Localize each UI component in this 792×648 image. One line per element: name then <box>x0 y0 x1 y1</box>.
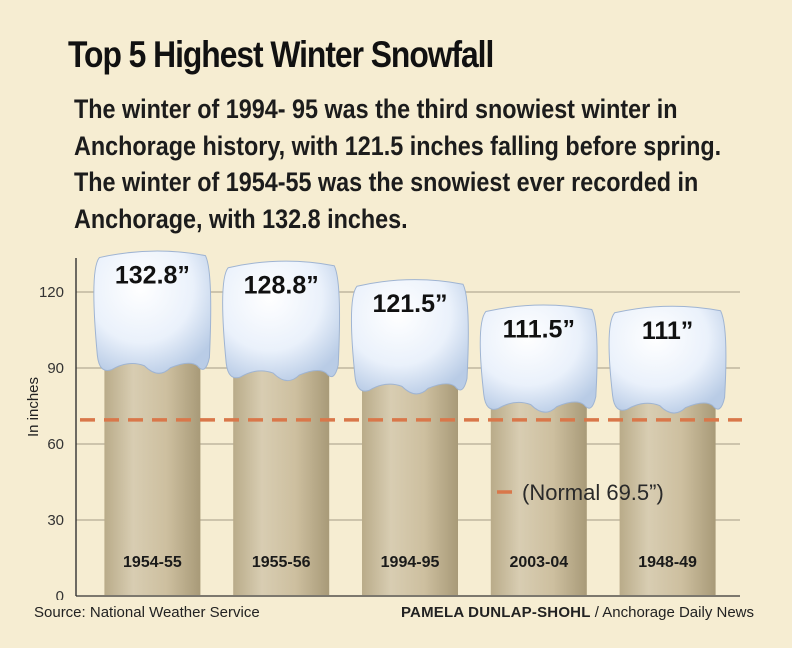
bar <box>362 374 458 595</box>
credit-org: / Anchorage Daily News <box>590 604 754 621</box>
data-label: 121.5” <box>372 290 447 318</box>
bar <box>619 393 716 595</box>
credit-name: PAMELA DUNLAP-SHOHL <box>400 604 591 621</box>
data-label: 111” <box>642 317 693 345</box>
bar-chart: (Normal 69.5”) 0 30 60 90 120 In inches 132.8… <box>25 250 742 600</box>
data-label: 111.5” <box>503 316 575 344</box>
snow-cap <box>608 305 727 414</box>
axes: 0 30 60 90 120 In inches <box>25 258 740 600</box>
x-tick-label: 1994-95 <box>381 554 440 571</box>
x-tick-label: 1954-55 <box>123 554 182 571</box>
reference-line-group: (Normal 69.5”) <box>80 418 742 505</box>
x-tick-label: 2003-04 <box>509 554 568 571</box>
chart-title: Top 5 Highest Winter Snowfall <box>68 34 494 75</box>
snow-cap <box>93 250 212 374</box>
y-tick-label: 0 <box>56 588 64 600</box>
bar <box>104 353 201 595</box>
reference-label: (Normal 69.5”) <box>522 480 664 505</box>
snow-cap <box>350 279 469 395</box>
snow-cap <box>222 260 341 382</box>
bar <box>233 361 330 595</box>
y-tick-label: 60 <box>47 436 64 453</box>
data-label: 128.8” <box>244 272 319 300</box>
y-axis-label: In inches <box>25 377 42 437</box>
labels: 132.8” 1954-55 128.8” 1955-56 121.5” 1994-95 1… <box>115 262 697 571</box>
y-tick-label: 30 <box>47 512 64 529</box>
source-note: Source: National Weather Service <box>34 604 260 621</box>
bar <box>490 392 587 595</box>
chart-subtitle: The winter of 1994- 95 was the third sno… <box>74 94 722 234</box>
data-label: 132.8” <box>115 262 190 290</box>
bars <box>93 250 727 595</box>
x-tick-label: 1948-49 <box>638 554 697 571</box>
snow-cap <box>479 304 598 413</box>
credit-line: PAMELA DUNLAP-SHOHL / Anchorage Daily Ne… <box>401 604 754 621</box>
y-tick-label: 90 <box>47 360 64 377</box>
y-tick-label: 120 <box>39 284 64 301</box>
x-tick-label: 1955-56 <box>252 554 311 571</box>
